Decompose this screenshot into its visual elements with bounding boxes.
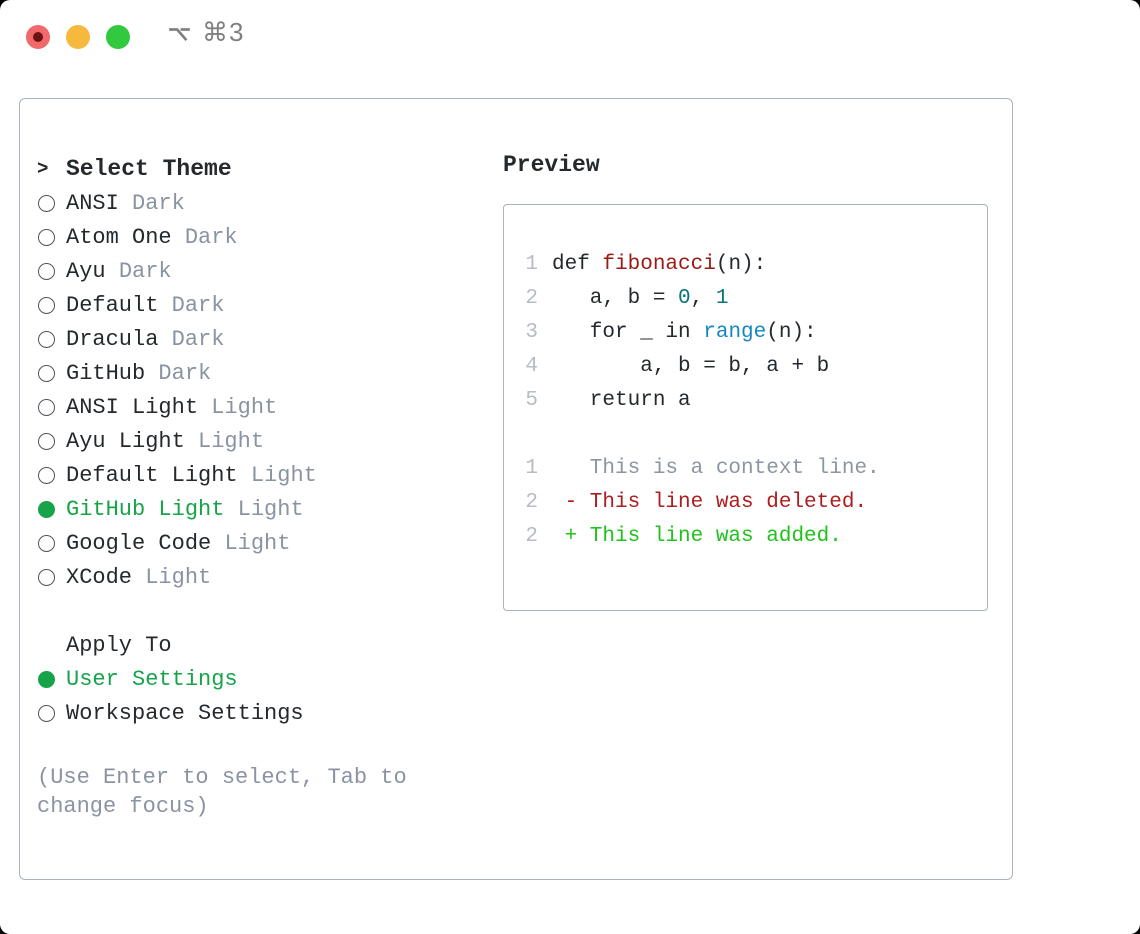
- svg-text:⌘3: ⌘3: [202, 17, 244, 47]
